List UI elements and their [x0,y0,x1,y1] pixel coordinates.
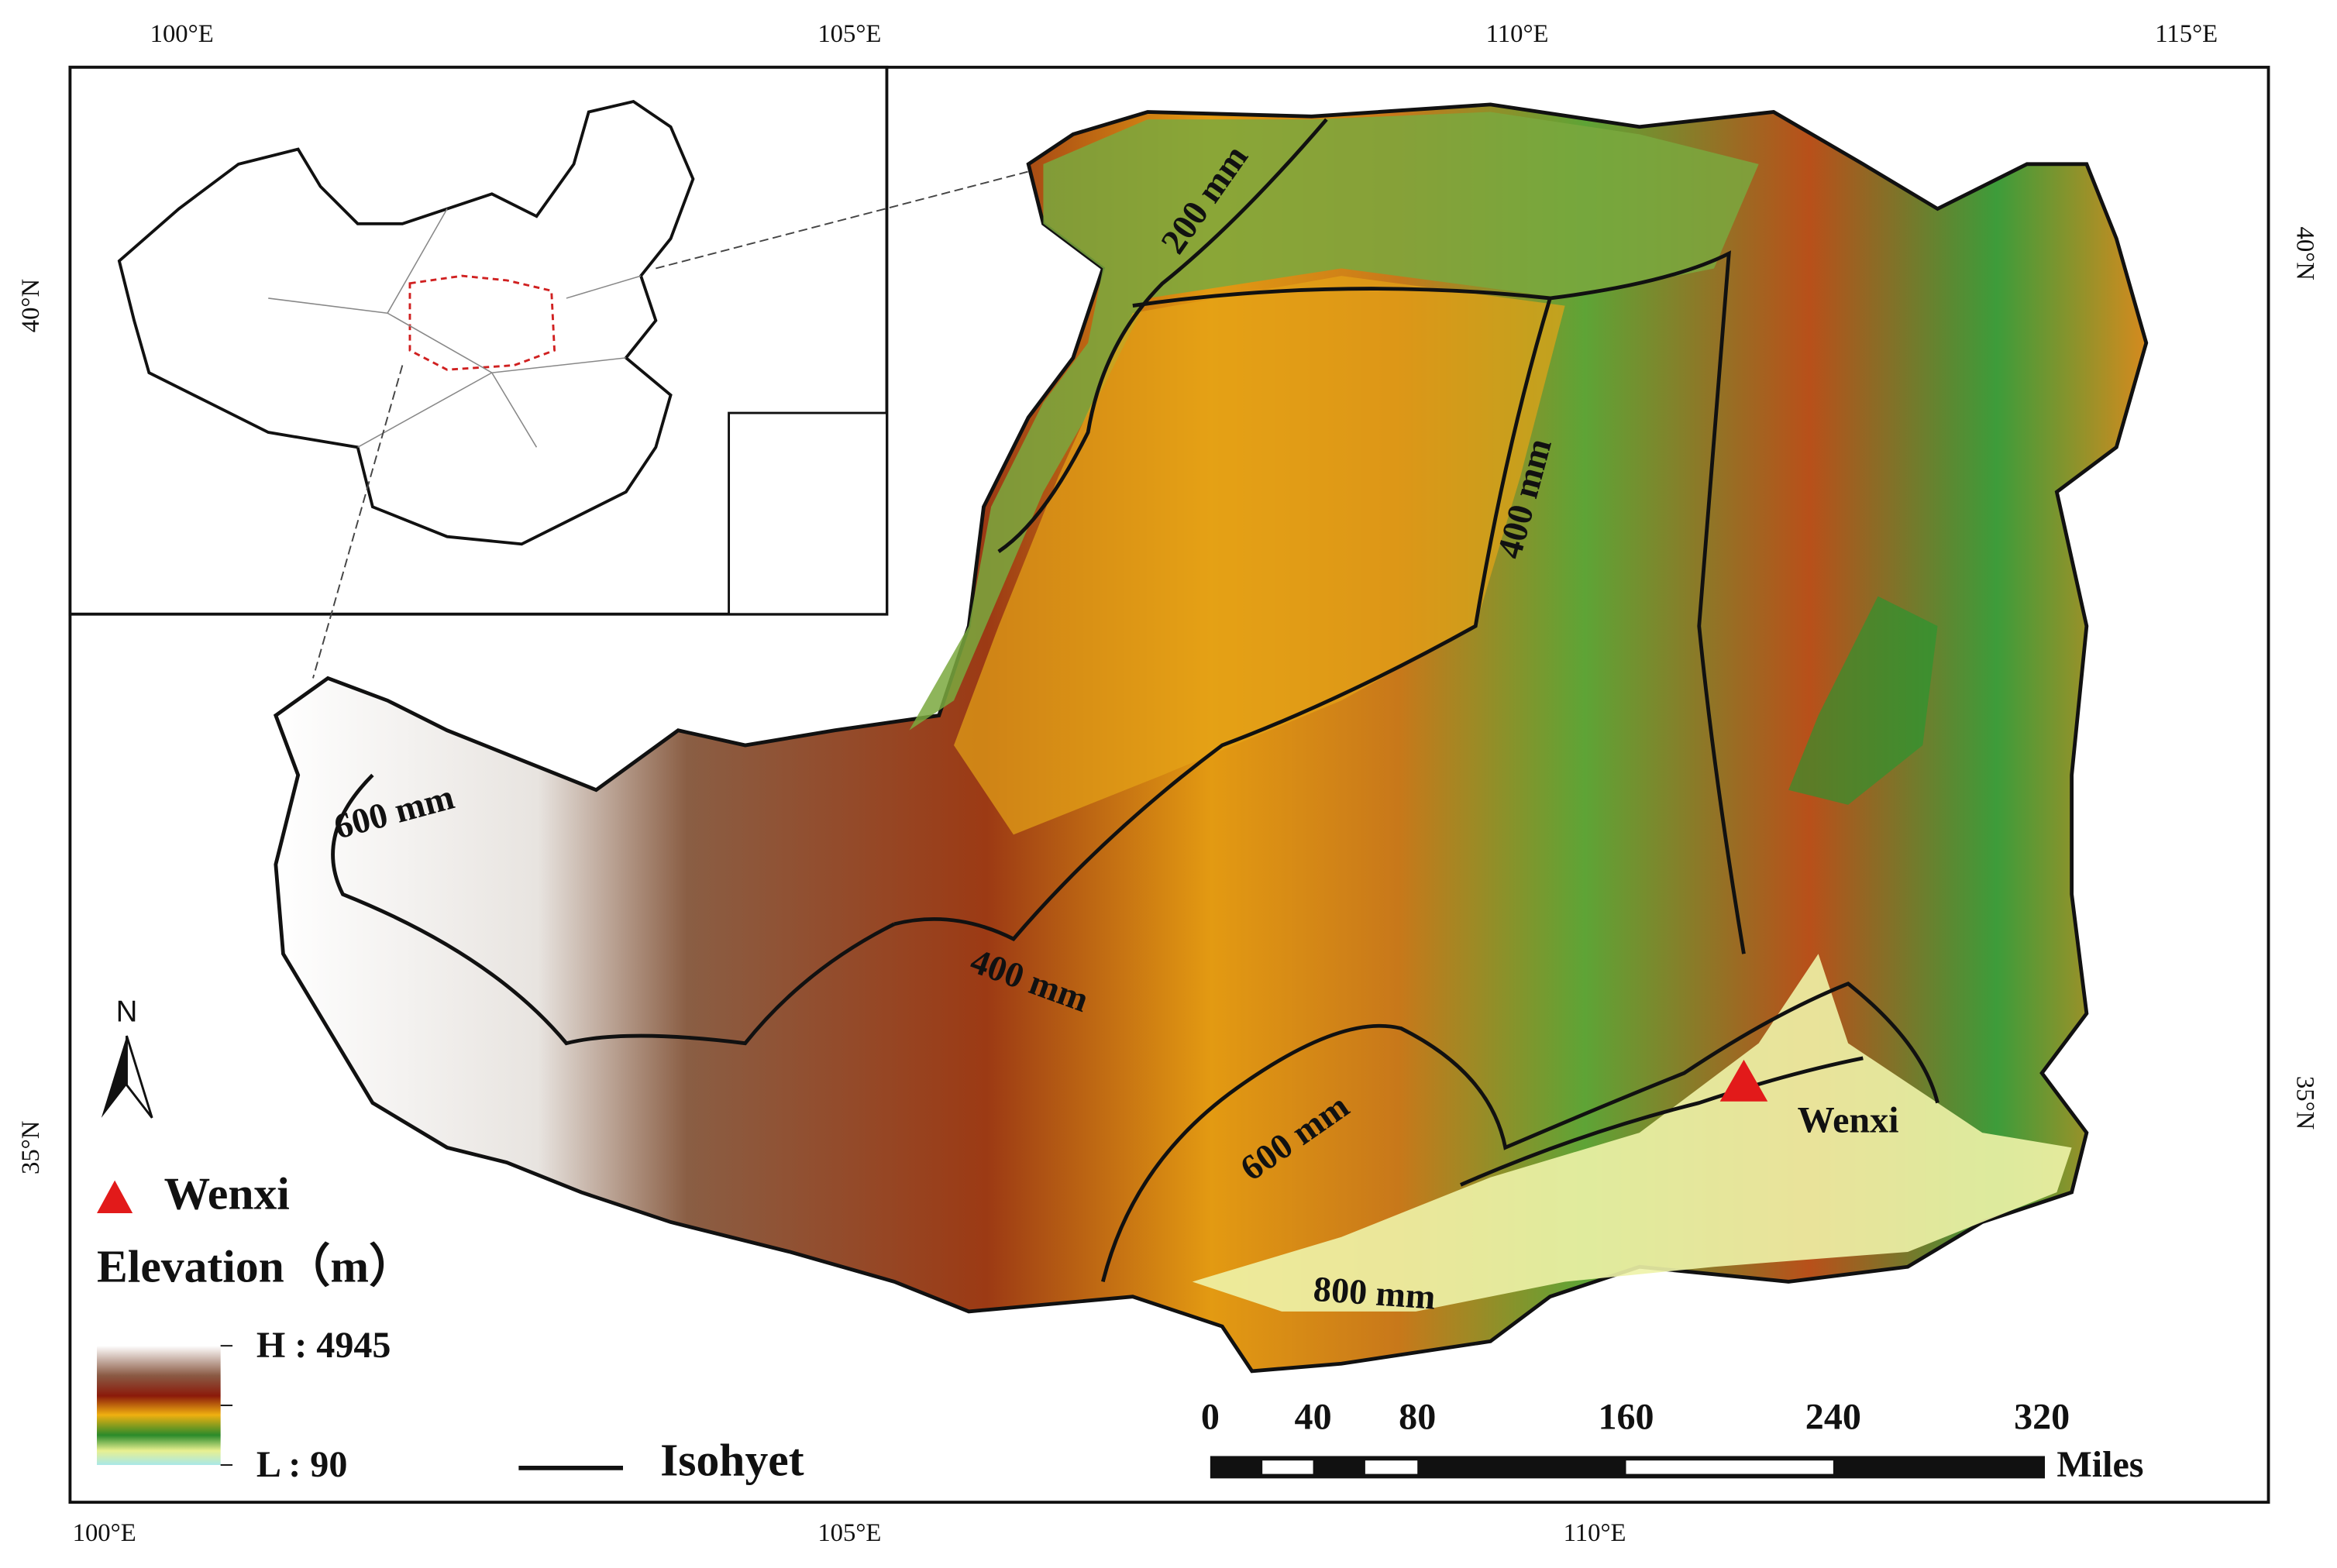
scale-label: 80 [1399,1396,1436,1437]
china-outline [117,99,695,546]
leader-line [656,170,1029,270]
coord-label: 105°E [817,20,881,48]
isohyet-line [893,287,1553,942]
isohyet-line [1550,250,1746,954]
coord-label: 35°N [17,1121,45,1174]
legend-high: H : 4945 [256,1325,391,1366]
scale-label: 240 [1805,1396,1861,1437]
weihe-valley [1192,954,2072,1312]
map-frame [68,65,2270,1504]
legend-title: Elevation（m） [97,1241,415,1292]
isohyet-line [331,773,896,1046]
northern-plain [909,112,1759,731]
coord-label: 115°E [2155,20,2218,48]
elevation-ramp [97,1346,221,1466]
central-highland [954,276,1565,835]
coord-label: 105°E [817,1519,881,1547]
scale-segment [1365,1460,1418,1474]
scale-label: 0 [1201,1396,1220,1437]
coord-label: 40°N [2291,227,2318,280]
isohyet-line [1101,981,1939,1283]
site-label: Wenxi [1798,1100,1899,1141]
scale-label: 320 [2014,1396,2070,1437]
province-border [268,208,642,448]
coord-label: 100°E [73,1519,136,1547]
scale-label: 160 [1598,1396,1654,1437]
north-arrow [126,1035,153,1119]
coord-label: 110°E [1564,1519,1626,1547]
legend-site-marker [97,1180,133,1213]
coord-label: 110°E [1486,20,1549,48]
coord-label: 100°E [150,20,214,48]
study-area-outline [408,274,556,371]
legend-low: L : 90 [256,1444,348,1485]
isohyet-label: 800 mm [1312,1269,1437,1317]
isohyet-line [1460,1056,1864,1187]
isohyet-line [997,118,1328,553]
legend-site: Wenxi [164,1167,290,1219]
province-borders [268,208,642,448]
south-sea-inset [728,411,888,616]
scale-segment [1262,1460,1313,1474]
coord-label: 40°N [17,279,45,332]
north-label: N [116,995,138,1028]
scale-segment [1626,1460,1833,1474]
site-marker [1719,1059,1768,1102]
legend-isohyet: Isohyet [660,1435,804,1486]
leader-line [312,365,404,679]
scale-unit: Miles [2056,1444,2143,1485]
scale-label: 40 [1295,1396,1332,1437]
isohyet-lines [331,118,1939,1283]
fen-basin [1788,596,1938,805]
coord-label: 35°N [2291,1076,2318,1130]
